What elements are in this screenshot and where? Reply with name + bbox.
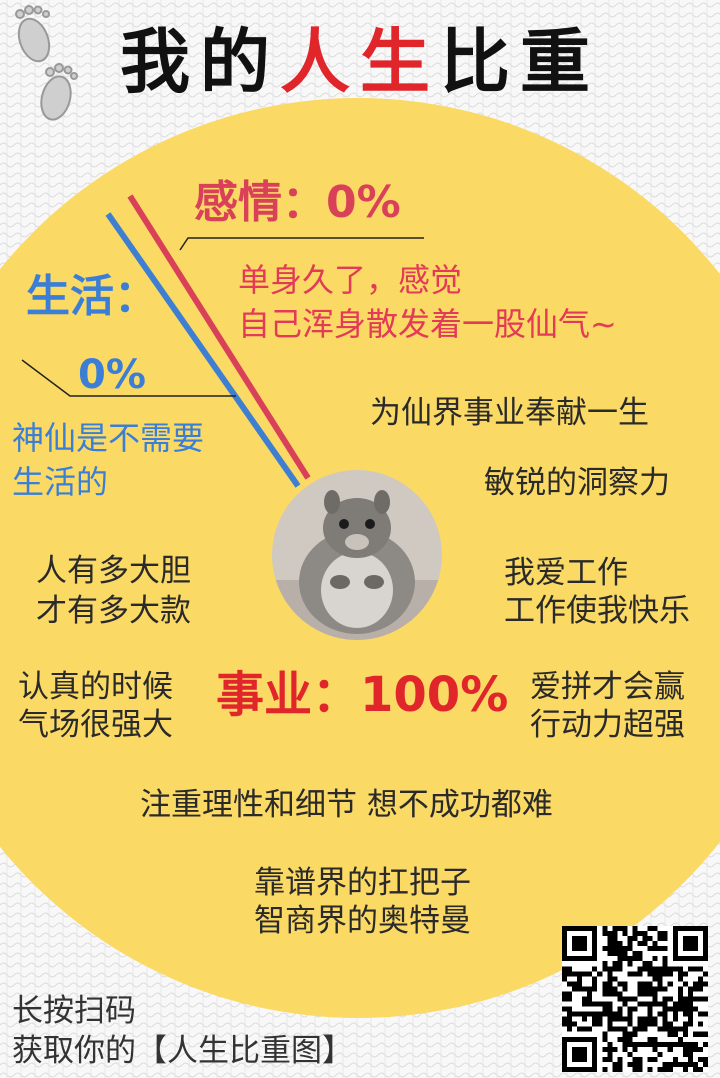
title-part-1: 我的 bbox=[120, 21, 280, 103]
title-part-2: 人生 bbox=[280, 21, 440, 103]
emotion-label: 感情：0% bbox=[194, 177, 401, 228]
phrase-8b: 智商界的奥特曼 bbox=[254, 903, 471, 939]
phrase-5a: 认真的时候 bbox=[18, 669, 173, 705]
phrase-2: 敏锐的洞察力 bbox=[484, 465, 670, 501]
phrase-6a: 爱拼才会赢 bbox=[530, 669, 685, 705]
pie-slice-life bbox=[105, 212, 301, 488]
footer-line2: 获取你的【人生比重图】 bbox=[12, 1033, 353, 1069]
life-leader bbox=[21, 359, 236, 397]
page-title: 我的人生比重 bbox=[0, 22, 720, 103]
life-value: 0% bbox=[78, 352, 146, 398]
life-caption-line1: 神仙是不需要 bbox=[12, 419, 205, 457]
phrase-5b: 气场很强大 bbox=[18, 707, 173, 743]
qr-code[interactable] bbox=[562, 926, 708, 1072]
title-part-3: 比重 bbox=[440, 21, 600, 103]
life-caption-line2: 生活的 bbox=[12, 463, 109, 501]
career-label: 事业：100% bbox=[216, 667, 509, 723]
emotion-caption-line1: 单身久了，感觉 bbox=[238, 261, 463, 299]
emotion-caption-line2: 自己浑身散发着一股仙气~ bbox=[238, 305, 617, 343]
footprints-icon bbox=[15, 5, 78, 121]
pie-slice-emotion bbox=[127, 194, 311, 480]
phrase-3a: 人有多大胆 bbox=[36, 553, 191, 589]
phrase-1: 为仙界事业奉献一生 bbox=[370, 395, 649, 431]
footer-line1: 长按扫码 bbox=[12, 993, 136, 1029]
phrase-3b: 才有多大款 bbox=[36, 593, 191, 629]
phrase-6b: 行动力超强 bbox=[530, 707, 685, 743]
emotion-leader bbox=[179, 237, 424, 251]
phrase-4b: 工作使我快乐 bbox=[504, 593, 690, 629]
phrase-8a: 靠谱界的扛把子 bbox=[254, 865, 471, 901]
life-label: 生活： bbox=[26, 271, 158, 322]
phrase-4a: 我爱工作 bbox=[504, 555, 628, 591]
phrase-7: 注重理性和细节 想不成功都难 bbox=[140, 787, 553, 823]
squirrel-photo bbox=[272, 470, 442, 640]
